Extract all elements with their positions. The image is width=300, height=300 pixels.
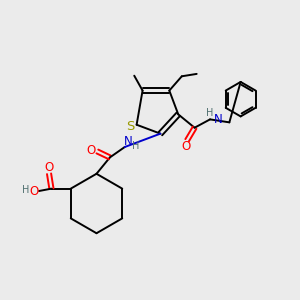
- Text: O: O: [44, 161, 54, 174]
- Text: S: S: [126, 120, 134, 133]
- Text: H: H: [22, 185, 29, 195]
- Text: O: O: [181, 140, 190, 153]
- Text: N: N: [214, 113, 223, 126]
- Text: H: H: [206, 108, 214, 118]
- Text: O: O: [87, 143, 96, 157]
- Text: H: H: [132, 141, 140, 151]
- Text: N: N: [124, 135, 133, 148]
- Text: O: O: [29, 184, 38, 197]
